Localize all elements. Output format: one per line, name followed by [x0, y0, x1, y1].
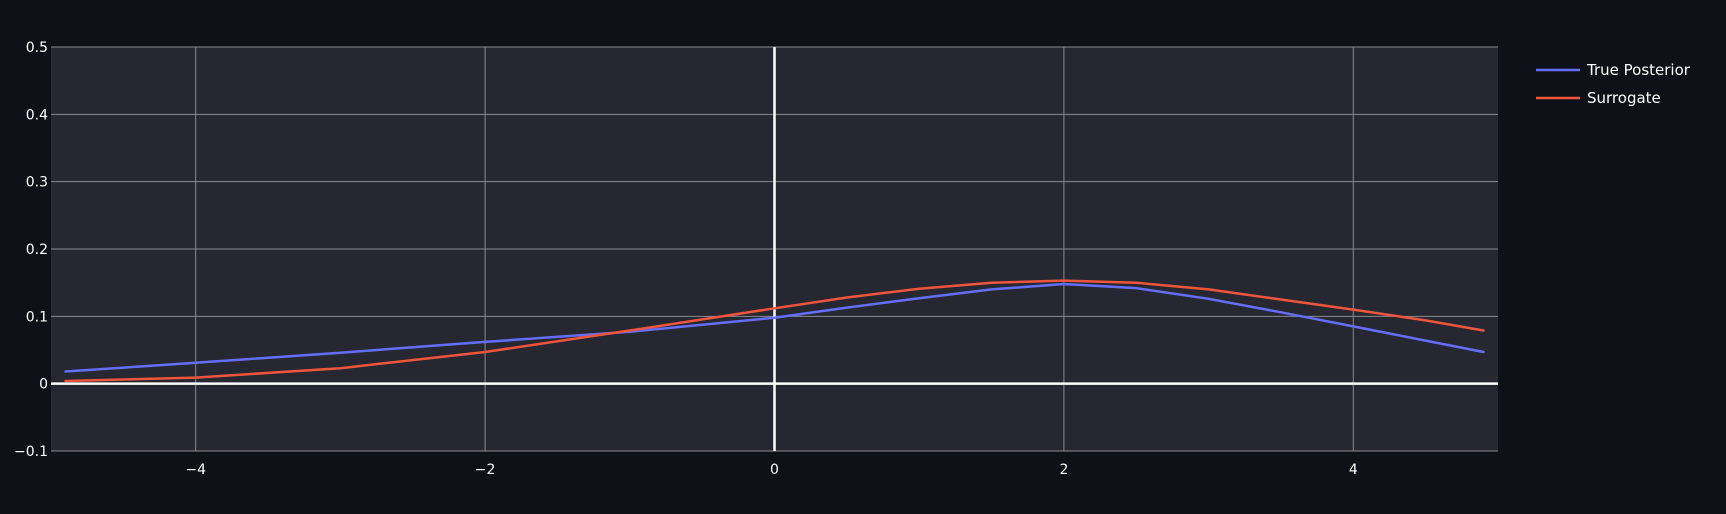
legend-item-true-posterior[interactable]: True Posterior: [1536, 61, 1691, 79]
x-axis-ticks: −4 −2 0 2 4: [185, 462, 1357, 478]
y-tick-label: −0.1: [14, 444, 48, 460]
y-tick-label: 0.3: [26, 175, 48, 191]
x-tick-label: 4: [1349, 462, 1358, 478]
y-tick-label: 0.5: [26, 40, 48, 56]
x-tick-label: 2: [1059, 462, 1068, 478]
y-tick-label: 0.2: [26, 242, 48, 258]
x-tick-label: 0: [770, 462, 779, 478]
legend-item-surrogate[interactable]: Surrogate: [1536, 89, 1661, 107]
series-line-surrogate: [64, 279, 1485, 383]
x-tick-label: −4: [185, 462, 206, 478]
series-layer: [64, 279, 1485, 383]
series-line-true-posterior: [64, 282, 1485, 373]
legend-label: True Posterior: [1586, 61, 1691, 79]
y-axis-ticks: −0.1 0 0.1 0.2 0.3 0.4 0.5: [14, 40, 48, 460]
zero-lines: [51, 47, 1498, 451]
x-tick-label: −2: [475, 462, 496, 478]
y-tick-label: 0.4: [26, 107, 48, 123]
legend[interactable]: True Posterior Surrogate: [1536, 61, 1691, 107]
y-tick-label: 0: [39, 377, 48, 393]
legend-label: Surrogate: [1587, 89, 1661, 107]
y-tick-label: 0.1: [26, 309, 48, 325]
